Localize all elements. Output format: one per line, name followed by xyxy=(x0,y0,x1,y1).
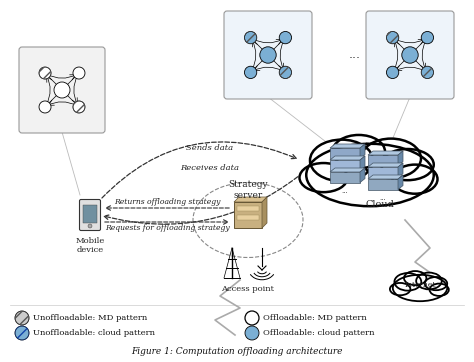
Circle shape xyxy=(386,31,399,44)
Polygon shape xyxy=(330,144,365,148)
Text: Receives data: Receives data xyxy=(181,164,239,172)
Polygon shape xyxy=(360,156,365,171)
Text: ...: ... xyxy=(342,188,348,194)
Polygon shape xyxy=(360,168,365,182)
FancyBboxPatch shape xyxy=(234,202,262,228)
FancyBboxPatch shape xyxy=(19,47,105,133)
Circle shape xyxy=(402,47,418,63)
FancyBboxPatch shape xyxy=(366,11,454,99)
Circle shape xyxy=(245,311,259,325)
Polygon shape xyxy=(360,144,365,159)
Ellipse shape xyxy=(425,277,447,290)
Text: Access point: Access point xyxy=(221,285,274,293)
Polygon shape xyxy=(330,156,365,160)
FancyBboxPatch shape xyxy=(80,199,100,231)
Polygon shape xyxy=(262,197,267,228)
Text: Figure 1: Computation offloading architecture: Figure 1: Computation offloading archite… xyxy=(131,348,343,357)
Ellipse shape xyxy=(429,283,449,296)
Circle shape xyxy=(279,66,292,79)
Circle shape xyxy=(39,67,51,79)
Ellipse shape xyxy=(393,275,447,301)
Text: Unoffloadable: MD pattern: Unoffloadable: MD pattern xyxy=(33,314,147,322)
Polygon shape xyxy=(368,151,403,155)
FancyBboxPatch shape xyxy=(237,215,259,220)
Polygon shape xyxy=(368,175,403,179)
Circle shape xyxy=(245,31,257,44)
Text: Internet: Internet xyxy=(404,281,436,289)
Text: ...: ... xyxy=(380,195,386,201)
FancyBboxPatch shape xyxy=(368,155,398,165)
FancyBboxPatch shape xyxy=(83,205,97,223)
Text: Sends data: Sends data xyxy=(186,144,234,152)
Text: ...: ... xyxy=(349,49,361,62)
Circle shape xyxy=(73,67,85,79)
Polygon shape xyxy=(398,163,403,177)
Text: Offloadable: MD pattern: Offloadable: MD pattern xyxy=(263,314,367,322)
Ellipse shape xyxy=(332,135,385,168)
Ellipse shape xyxy=(392,165,438,194)
Circle shape xyxy=(386,66,399,79)
Ellipse shape xyxy=(361,139,421,178)
Circle shape xyxy=(245,66,257,79)
Polygon shape xyxy=(398,151,403,165)
Polygon shape xyxy=(398,175,403,190)
Ellipse shape xyxy=(300,163,347,192)
FancyBboxPatch shape xyxy=(330,172,360,182)
Text: Returns offloading strategy: Returns offloading strategy xyxy=(114,198,220,206)
Text: ...: ... xyxy=(364,136,372,145)
Circle shape xyxy=(88,224,92,228)
Polygon shape xyxy=(234,197,267,202)
FancyBboxPatch shape xyxy=(330,148,360,159)
FancyBboxPatch shape xyxy=(224,11,312,99)
Text: Strategy
server: Strategy server xyxy=(228,180,268,200)
Circle shape xyxy=(39,101,51,113)
Ellipse shape xyxy=(404,271,427,285)
Text: Cloud: Cloud xyxy=(365,200,394,209)
Ellipse shape xyxy=(394,273,421,291)
FancyBboxPatch shape xyxy=(330,160,360,171)
Ellipse shape xyxy=(310,140,373,181)
Circle shape xyxy=(421,31,434,44)
Circle shape xyxy=(421,66,434,79)
Ellipse shape xyxy=(306,144,434,206)
FancyBboxPatch shape xyxy=(368,179,398,190)
Circle shape xyxy=(260,47,276,63)
Ellipse shape xyxy=(381,149,434,180)
Polygon shape xyxy=(330,168,365,172)
Polygon shape xyxy=(368,163,403,167)
Circle shape xyxy=(54,82,70,98)
Circle shape xyxy=(73,101,85,113)
Text: Unoffloadable: cloud pattern: Unoffloadable: cloud pattern xyxy=(33,329,155,337)
Ellipse shape xyxy=(416,273,442,289)
FancyBboxPatch shape xyxy=(368,167,398,177)
FancyBboxPatch shape xyxy=(237,206,259,211)
Text: Offloadable: cloud pattern: Offloadable: cloud pattern xyxy=(263,329,374,337)
Circle shape xyxy=(15,311,29,325)
Circle shape xyxy=(245,326,259,340)
Ellipse shape xyxy=(390,283,410,295)
Text: Mobile
device: Mobile device xyxy=(75,237,105,254)
Circle shape xyxy=(279,31,292,44)
Circle shape xyxy=(15,326,29,340)
Text: Requests for offloading strategy: Requests for offloading strategy xyxy=(105,224,229,232)
